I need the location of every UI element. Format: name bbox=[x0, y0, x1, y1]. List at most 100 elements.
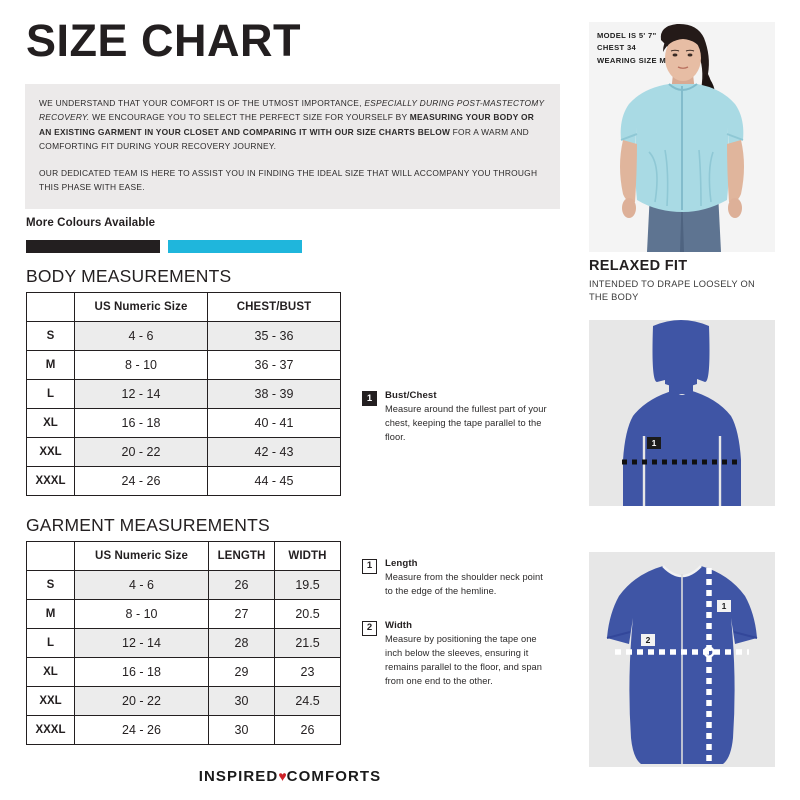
table-header-row: US Numeric Size CHEST/BUST bbox=[26, 292, 341, 322]
body-measurement-diagram: 1 bbox=[589, 320, 775, 506]
heart-icon: ♥ bbox=[278, 768, 287, 784]
cell-chest-bust: 35 - 36 bbox=[207, 321, 341, 351]
colour-swatch-black[interactable] bbox=[26, 240, 160, 253]
diagram-badge-width-2: 2 bbox=[641, 634, 655, 646]
cell-us-numeric: 16 - 18 bbox=[74, 408, 208, 438]
col-header-us-numeric-size: US Numeric Size bbox=[74, 541, 209, 571]
col-header-width: WIDTH bbox=[274, 541, 341, 571]
instruction-badge-1: 1 bbox=[362, 391, 377, 406]
model-photo-caption: MODEL IS 5' 7" CHEST 34 WEARING SIZE M bbox=[597, 30, 666, 67]
cell-chest-bust: 38 - 39 bbox=[207, 379, 341, 409]
intro-part-2: WE ENCOURAGE YOU TO SELECT THE PERFECT S… bbox=[89, 112, 410, 123]
caption-line-chest: CHEST 34 bbox=[597, 43, 637, 53]
cell-width: 23 bbox=[274, 657, 341, 687]
brand-name-part1: INSPIRED bbox=[198, 768, 279, 785]
cell-us-numeric: 12 - 14 bbox=[74, 379, 208, 409]
table-row: S 4 - 6 35 - 36 bbox=[26, 321, 341, 351]
cell-us-numeric: 12 - 14 bbox=[74, 628, 209, 658]
garment-measurement-diagram: 1 2 bbox=[589, 552, 775, 767]
more-colours-label: More Colours Available bbox=[26, 217, 156, 229]
cell-size: S bbox=[26, 570, 75, 600]
instruction-description: Measure around the fullest part of your … bbox=[385, 404, 547, 443]
page-title: SIZE CHART bbox=[26, 15, 301, 66]
table-row: L 12 - 14 28 21.5 bbox=[26, 628, 341, 658]
cell-size: XL bbox=[26, 408, 75, 438]
table-header-row: US Numeric Size LENGTH WIDTH bbox=[26, 541, 341, 571]
col-header-blank bbox=[26, 292, 75, 322]
col-header-chest-bust: CHEST/BUST bbox=[207, 292, 341, 322]
cell-width: 19.5 bbox=[274, 570, 341, 600]
left-content-column: SIZE CHART WE UNDERSTAND THAT YOUR COMFO… bbox=[0, 15, 580, 785]
instruction-title: Length bbox=[385, 558, 418, 569]
instruction-bust-chest: 1 Bust/Chest Measure around the fullest … bbox=[362, 390, 552, 444]
cell-chest-bust: 36 - 37 bbox=[207, 350, 341, 380]
caption-line-size: WEARING SIZE M bbox=[597, 55, 667, 65]
diagram-badge-length-1: 1 bbox=[717, 600, 731, 612]
table-row: XXL 20 - 22 42 - 43 bbox=[26, 437, 341, 467]
col-header-blank bbox=[26, 541, 75, 571]
cell-length: 30 bbox=[208, 686, 275, 716]
cell-size: XL bbox=[26, 657, 75, 687]
cell-chest-bust: 42 - 43 bbox=[207, 437, 341, 467]
intro-paragraph-2: OUR DEDICATED TEAM IS HERE TO ASSIST YOU… bbox=[39, 167, 538, 193]
cell-us-numeric: 8 - 10 bbox=[74, 599, 209, 629]
cell-width: 26 bbox=[274, 715, 341, 745]
brand-logo: INSPIRED♥COMFORTS bbox=[0, 768, 580, 785]
cell-us-numeric: 24 - 26 bbox=[74, 715, 209, 745]
table-row: XL 16 - 18 29 23 bbox=[26, 657, 341, 687]
cell-size: XXXL bbox=[26, 466, 75, 496]
cell-size: L bbox=[26, 628, 75, 658]
fit-title: RELAXED FIT bbox=[589, 258, 688, 274]
colour-swatch-group bbox=[26, 240, 302, 253]
table-row: M 8 - 10 36 - 37 bbox=[26, 350, 341, 380]
intro-part-1-italic: ESPECIALLY DURING POST-MASTECTOMY RECOVE… bbox=[39, 98, 545, 123]
intro-text-box: WE UNDERSTAND THAT YOUR COMFORT IS OF TH… bbox=[25, 84, 560, 209]
cell-size: XXXL bbox=[26, 715, 75, 745]
cell-us-numeric: 20 - 22 bbox=[74, 686, 209, 716]
cell-us-numeric: 8 - 10 bbox=[74, 350, 208, 380]
table-row: XL 16 - 18 40 - 41 bbox=[26, 408, 341, 438]
body-measurements-table: US Numeric Size CHEST/BUST S 4 - 6 35 - … bbox=[26, 292, 341, 496]
cell-width: 24.5 bbox=[274, 686, 341, 716]
cell-us-numeric: 16 - 18 bbox=[74, 657, 209, 687]
cell-us-numeric: 24 - 26 bbox=[74, 466, 208, 496]
cell-length: 30 bbox=[208, 715, 275, 745]
cell-length: 28 bbox=[208, 628, 275, 658]
cell-size: M bbox=[26, 350, 75, 380]
model-photo: MODEL IS 5' 7" CHEST 34 WEARING SIZE M bbox=[589, 22, 775, 252]
col-header-length: LENGTH bbox=[208, 541, 275, 571]
cell-size: M bbox=[26, 599, 75, 629]
col-header-us-numeric-size: US Numeric Size bbox=[74, 292, 208, 322]
instruction-description: Measure by positioning the tape one inch… bbox=[385, 634, 542, 687]
cell-us-numeric: 4 - 6 bbox=[74, 321, 208, 351]
instruction-badge-2: 2 bbox=[362, 621, 377, 636]
cell-size: S bbox=[26, 321, 75, 351]
cell-us-numeric: 4 - 6 bbox=[74, 570, 209, 600]
garment-measurements-heading: GARMENT MEASUREMENTS bbox=[26, 515, 270, 535]
garment-measurements-table: US Numeric Size LENGTH WIDTH S 4 - 6 26 … bbox=[26, 541, 341, 745]
cell-length: 29 bbox=[208, 657, 275, 687]
cell-chest-bust: 40 - 41 bbox=[207, 408, 341, 438]
cell-length: 27 bbox=[208, 599, 275, 629]
body-measurements-heading: BODY MEASUREMENTS bbox=[26, 266, 232, 286]
instruction-badge-1: 1 bbox=[362, 559, 377, 574]
cell-width: 20.5 bbox=[274, 599, 341, 629]
colour-swatch-cyan[interactable] bbox=[168, 240, 302, 253]
cell-chest-bust: 44 - 45 bbox=[207, 466, 341, 496]
instruction-width: 2 Width Measure by positioning the tape … bbox=[362, 620, 552, 689]
instruction-length: 1 Length Measure from the shoulder neck … bbox=[362, 558, 552, 598]
table-row: XXXL 24 - 26 44 - 45 bbox=[26, 466, 341, 496]
cell-size: XXL bbox=[26, 686, 75, 716]
intro-paragraph-1: WE UNDERSTAND THAT YOUR COMFORT IS OF TH… bbox=[39, 96, 546, 154]
fit-subtitle: INTENDED TO DRAPE LOOSELY ON THE BODY bbox=[589, 279, 755, 303]
table-row: S 4 - 6 26 19.5 bbox=[26, 570, 341, 600]
table-row: M 8 - 10 27 20.5 bbox=[26, 599, 341, 629]
cell-size: L bbox=[26, 379, 75, 409]
tshirt-icon bbox=[589, 552, 775, 767]
right-imagery-column: MODEL IS 5' 7" CHEST 34 WEARING SIZE M R… bbox=[589, 0, 800, 800]
cell-width: 21.5 bbox=[274, 628, 341, 658]
caption-line-height: MODEL IS 5' 7" bbox=[597, 31, 657, 40]
model-photo-illustration bbox=[589, 22, 775, 252]
female-silhouette-icon bbox=[589, 320, 775, 506]
table-row: XXXL 24 - 26 30 26 bbox=[26, 715, 341, 745]
